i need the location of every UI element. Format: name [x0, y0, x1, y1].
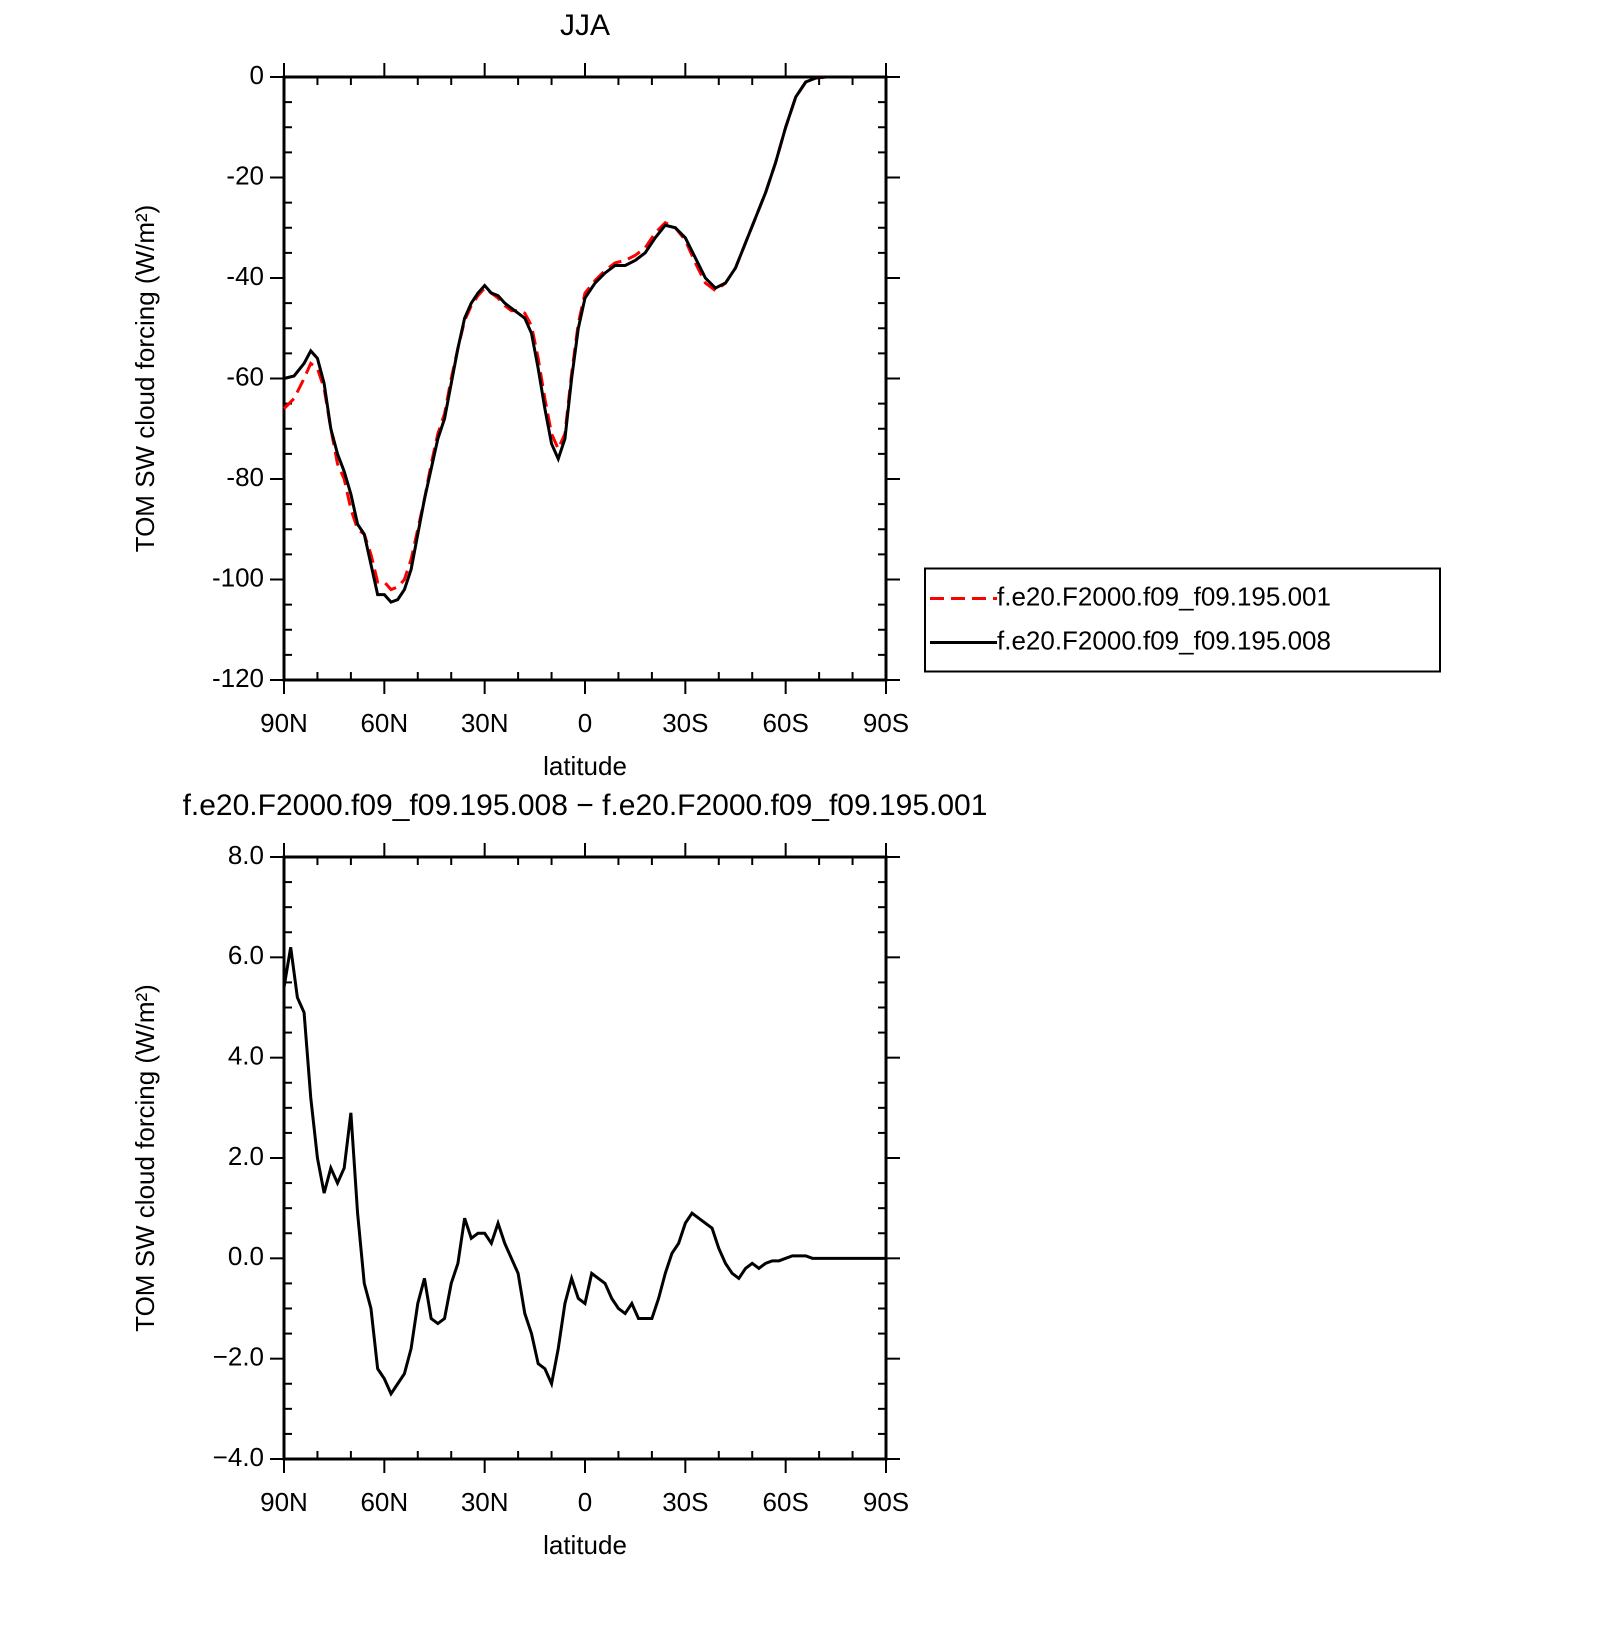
- x-tick-label: 0: [578, 708, 592, 738]
- y-tick-label: −4.0: [213, 1442, 264, 1472]
- plot-frame: [282, 75, 888, 682]
- x-tick-label: 30N: [461, 708, 509, 738]
- x-tick-label: 60N: [360, 1487, 408, 1517]
- data-line: [283, 75, 886, 604]
- y-axis-label: TOM SW cloud forcing (W/m²): [130, 984, 160, 1332]
- y-tick-label: -80: [226, 462, 264, 492]
- y-axis-label: TOM SW cloud forcing (W/m²): [130, 205, 160, 553]
- x-axis-label: latitude: [543, 1530, 627, 1560]
- x-tick-label: 90N: [260, 708, 308, 738]
- x-tick-label: 90S: [863, 708, 909, 738]
- y-tick-label: -100: [212, 562, 264, 592]
- legend-label: f.e20.F2000.f09_f09.195.008: [997, 625, 1331, 655]
- y-tick-label: 0.0: [228, 1241, 264, 1271]
- y-tick-label: -20: [226, 160, 264, 190]
- chart-title: f.e20.F2000.f09_f09.195.008 − f.e20.F200…: [183, 789, 988, 822]
- x-tick-label: 30N: [461, 1487, 509, 1517]
- x-axis-label: latitude: [543, 751, 627, 781]
- y-tick-label: -40: [226, 261, 264, 291]
- legend-box: [924, 567, 1441, 673]
- x-tick-label: 90S: [863, 1487, 909, 1517]
- chart-title: JJA: [560, 9, 610, 42]
- data-line: [282, 947, 886, 1397]
- y-tick-label: 4.0: [228, 1041, 264, 1071]
- y-tick-label: -120: [212, 663, 264, 693]
- data-line: [282, 75, 886, 592]
- y-tick-label: −2.0: [213, 1342, 264, 1372]
- x-tick-label: 60N: [360, 708, 408, 738]
- x-tick-label: 30S: [662, 708, 708, 738]
- y-tick-label: 0: [250, 60, 264, 90]
- x-tick-label: 60S: [763, 1487, 809, 1517]
- x-tick-label: 30S: [662, 1487, 708, 1517]
- y-tick-label: -60: [226, 361, 264, 391]
- y-tick-label: 8.0: [228, 840, 264, 870]
- plot-frame: [282, 855, 888, 1461]
- x-tick-label: 0: [578, 1487, 592, 1517]
- x-tick-label: 60S: [763, 708, 809, 738]
- x-tick-label: 90N: [260, 1487, 308, 1517]
- y-tick-label: 6.0: [228, 940, 264, 970]
- legend-label: f.e20.F2000.f09_f09.195.001: [997, 581, 1331, 611]
- y-tick-label: 2.0: [228, 1141, 264, 1171]
